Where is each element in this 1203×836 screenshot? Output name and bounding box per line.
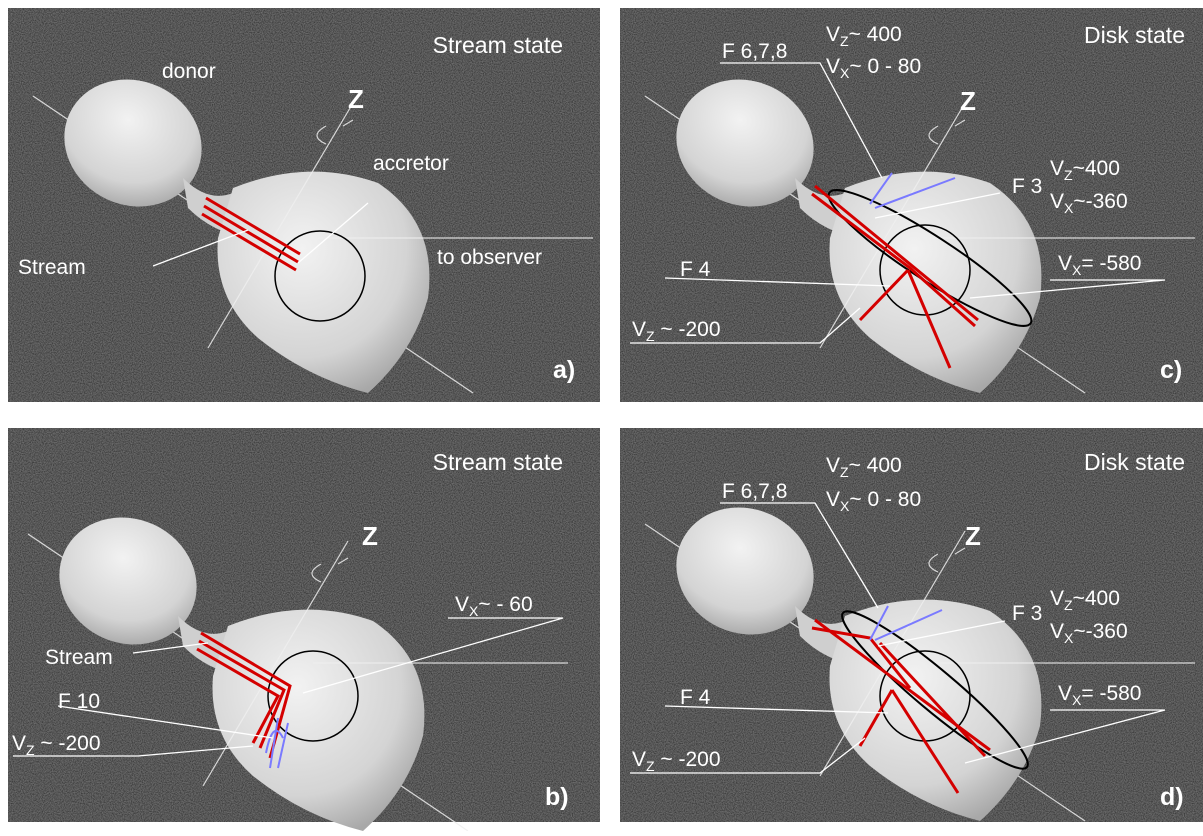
state-title: Stream state [433,32,563,58]
text-part: V [632,318,646,341]
label: F 6,7,8 [722,40,787,63]
axis-label: Z [348,84,364,114]
panel-letter: a) [553,356,575,384]
label: F 4 [680,686,711,709]
velocity-label: VZ ~ -200 [632,748,721,774]
velocity-label: VZ~400 [1050,157,1120,183]
velocity-label: VX= -580 [1058,252,1142,278]
axis-label: Z [362,521,378,551]
panel-letter: c) [1160,356,1182,384]
state-title: Stream state [433,449,563,475]
velocity-label: VX~-360 [1050,620,1128,646]
text-part: V [1050,587,1064,610]
velocity-label: VZ~400 [1050,587,1120,613]
axis-label: Z [960,86,976,116]
text-part: V [455,593,469,616]
text-part: ~-360 [1073,620,1127,643]
state-title: Disk state [1084,22,1185,48]
label: Stream [45,646,113,669]
text-part: V [826,55,840,78]
text-part: V [1050,190,1064,213]
text-part: ~ -200 [35,732,101,755]
label: to observer [437,246,542,269]
text-part: V [1058,252,1072,275]
velocity-label: VZ ~ -200 [632,318,721,344]
page: {"panels": [ {"state": "Stream state", "… [0,0,1203,831]
text-part: ~ - 60 [478,593,532,616]
text-part: V [1050,157,1064,180]
text-part: ~ 0 - 80 [849,488,921,511]
velocity-label: VX~ - 60 [455,593,533,619]
text-part: V [632,748,646,771]
label: F 3 [1012,175,1042,198]
text-part: V [1058,682,1072,705]
text-part: V [826,454,840,477]
velocity-label: VX= -580 [1058,682,1142,708]
panel-letter: d) [1160,783,1184,811]
text-part: ~-360 [1073,190,1127,213]
text-part: ~ -200 [655,748,721,771]
text-part: ~ 400 [849,454,902,477]
label: accretor [373,152,449,175]
text-part: = -580 [1081,682,1141,705]
panel-d: Disk state F 6,7,8 VZ~ 400 VX~ 0 - 80 Z … [620,428,1203,822]
label: F 10 [58,690,100,713]
figure: Stream state donor Z accretor to observe… [0,0,1203,831]
panel-a: Stream state donor Z accretor to observe… [8,8,600,402]
text-part: ~400 [1073,157,1120,180]
panel-letter: b) [545,783,569,811]
state-title: Disk state [1084,449,1185,475]
label: F 3 [1012,602,1042,625]
panel-b: Stream state Z VX~ - 60 Stream F 10 VZ ~… [8,428,600,831]
text-part: V [12,732,26,755]
text-part: V [826,488,840,511]
text-part: ~ 400 [849,23,902,46]
velocity-label: VZ~ 400 [826,23,902,49]
label: F 4 [680,258,711,281]
velocity-label: VZ~ 400 [826,454,902,480]
text-part: V [826,23,840,46]
text-part: ~ -200 [655,318,721,341]
text-part: V [1050,620,1064,643]
label: donor [162,60,216,83]
axis-label: Z [965,521,981,551]
velocity-label: VZ ~ -200 [12,732,101,758]
panel-c: Disk state F 6,7,8 VZ~ 400 VX~ 0 - 80 Z … [620,8,1203,402]
velocity-label: VX~-360 [1050,190,1128,216]
text-part: ~400 [1073,587,1120,610]
text-part: ~ 0 - 80 [849,55,921,78]
text-part: = -580 [1081,252,1141,275]
label: F 6,7,8 [722,480,787,503]
label: Stream [18,256,86,279]
